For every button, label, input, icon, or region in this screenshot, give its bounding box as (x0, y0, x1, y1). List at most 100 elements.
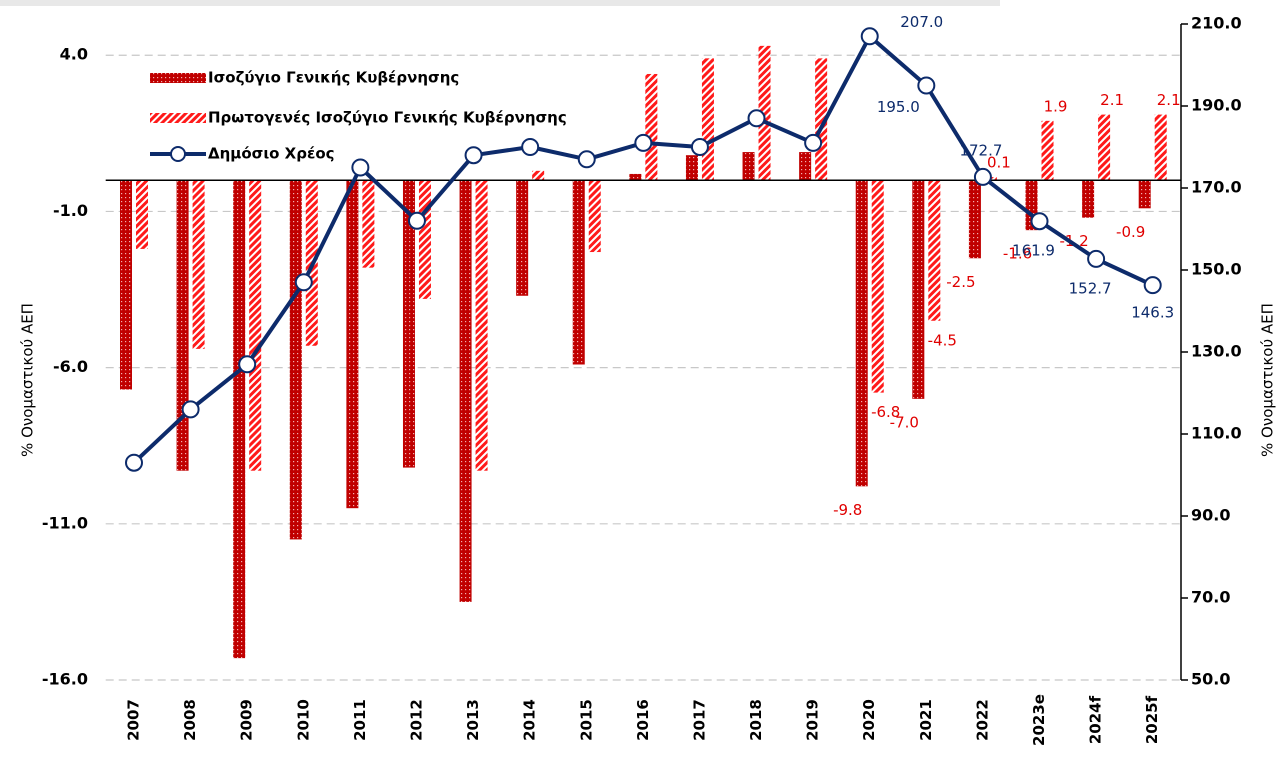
data-label: -1.6 (1003, 245, 1032, 263)
x-tick-label: 2014 (521, 699, 539, 741)
bar (1082, 180, 1095, 218)
line-point (124, 453, 143, 472)
y-tick-label: -16.0 (42, 670, 88, 689)
line (132, 34, 1154, 465)
data-label: 1.9 (1044, 97, 1068, 115)
bar (629, 173, 642, 181)
bar (855, 180, 868, 487)
x-tick-label: 2019 (804, 699, 822, 741)
data-label: 2.1 (1157, 91, 1181, 109)
line-point (577, 150, 596, 169)
bar (701, 58, 714, 181)
x-tick-label: 2015 (577, 699, 595, 741)
data-label: -6.8 (871, 403, 900, 421)
line-point (181, 400, 200, 419)
bar (135, 180, 148, 249)
x-tick-label: 2010 (294, 699, 312, 741)
bar (742, 152, 755, 181)
x-tick-label: 2025f (1143, 695, 1161, 744)
data-label: -7.0 (890, 413, 919, 431)
y-tick-label: -6.0 (53, 357, 88, 376)
bar (249, 180, 262, 471)
bar (233, 180, 246, 659)
data-label: 146.3 (1131, 304, 1174, 322)
x-tick-label: 2008 (181, 699, 199, 741)
bar (799, 152, 812, 181)
line-point (1143, 276, 1162, 295)
data-label: -9.8 (833, 501, 862, 519)
line-point (973, 167, 992, 186)
legend-swatch (150, 113, 206, 123)
bar (871, 180, 884, 393)
x-tick-label: 2016 (634, 699, 652, 741)
data-label: 172.7 (959, 141, 1002, 159)
title-strip (0, 0, 1000, 6)
x-tick-label: 2009 (238, 699, 256, 741)
data-label: 152.7 (1069, 279, 1112, 297)
x-tick-label: 2021 (917, 699, 935, 741)
y-tick-label: -11.0 (42, 513, 88, 532)
data-label: 0.1 (987, 154, 1011, 172)
x-tick-label: 2020 (860, 699, 878, 741)
y2-tick-label: 90.0 (1191, 506, 1230, 525)
bar (402, 180, 415, 468)
bar (475, 180, 488, 471)
line-point (917, 76, 936, 95)
y2-tick-label: 190.0 (1191, 96, 1242, 115)
data-label: -4.5 (928, 331, 957, 349)
line-point (521, 138, 540, 156)
bar (685, 155, 698, 181)
line-point (238, 355, 257, 374)
data-label: 207.0 (900, 13, 943, 31)
y2-tick-label: 150.0 (1191, 260, 1242, 279)
x-tick-label: 2017 (690, 699, 708, 741)
line-point (804, 133, 823, 152)
line-point (1087, 249, 1106, 268)
y2-tick-label: 170.0 (1191, 178, 1242, 197)
bar (928, 180, 941, 321)
bar (119, 180, 132, 390)
y-axis-label: % Ονομαστικού ΑΕΠ (19, 303, 37, 457)
bar (645, 73, 658, 181)
line-point (634, 133, 653, 152)
legend-label: Δημόσιο Χρέος (208, 145, 335, 163)
bar (912, 180, 925, 399)
bar (418, 180, 431, 299)
data-label: 195.0 (877, 98, 920, 116)
bar (516, 180, 529, 296)
x-tick-label: 2011 (351, 699, 369, 741)
data-label: 2.1 (1100, 91, 1124, 109)
y2-tick-label: 50.0 (1191, 670, 1230, 689)
legend-swatch-marker (170, 146, 186, 162)
bar (1098, 114, 1111, 181)
bar (572, 180, 585, 365)
line-point (747, 109, 766, 128)
bar (1154, 114, 1167, 181)
data-label: -1.2 (1059, 232, 1088, 250)
bar (968, 180, 981, 259)
line-point (860, 27, 879, 46)
bar (1138, 180, 1151, 209)
data-label: 161.9 (1012, 242, 1055, 260)
line-point (351, 158, 370, 177)
bar (176, 180, 189, 471)
bar (459, 180, 472, 602)
y2-tick-label: 110.0 (1191, 424, 1242, 443)
legend-label: Ισοζύγιο Γενικής Κυβέρνησης (208, 69, 459, 87)
bar (289, 180, 302, 540)
y-tick-label: -1.0 (53, 201, 88, 220)
legend-label: Πρωτογενές Ισοζύγιο Γενικής Κυβέρνησης (208, 109, 567, 127)
bar (362, 180, 375, 268)
y2-tick-label: 70.0 (1191, 588, 1230, 607)
x-tick-label: 2013 (464, 699, 482, 741)
x-tick-label: 2023e (1030, 694, 1048, 746)
data-label: -2.5 (946, 273, 975, 291)
bar (1041, 120, 1054, 181)
x-tick-label: 2024f (1087, 695, 1105, 744)
bar (346, 180, 359, 509)
line-point (407, 211, 426, 230)
bar (588, 180, 601, 253)
x-tick-label: 2022 (973, 699, 991, 741)
legend-swatch (150, 73, 206, 83)
